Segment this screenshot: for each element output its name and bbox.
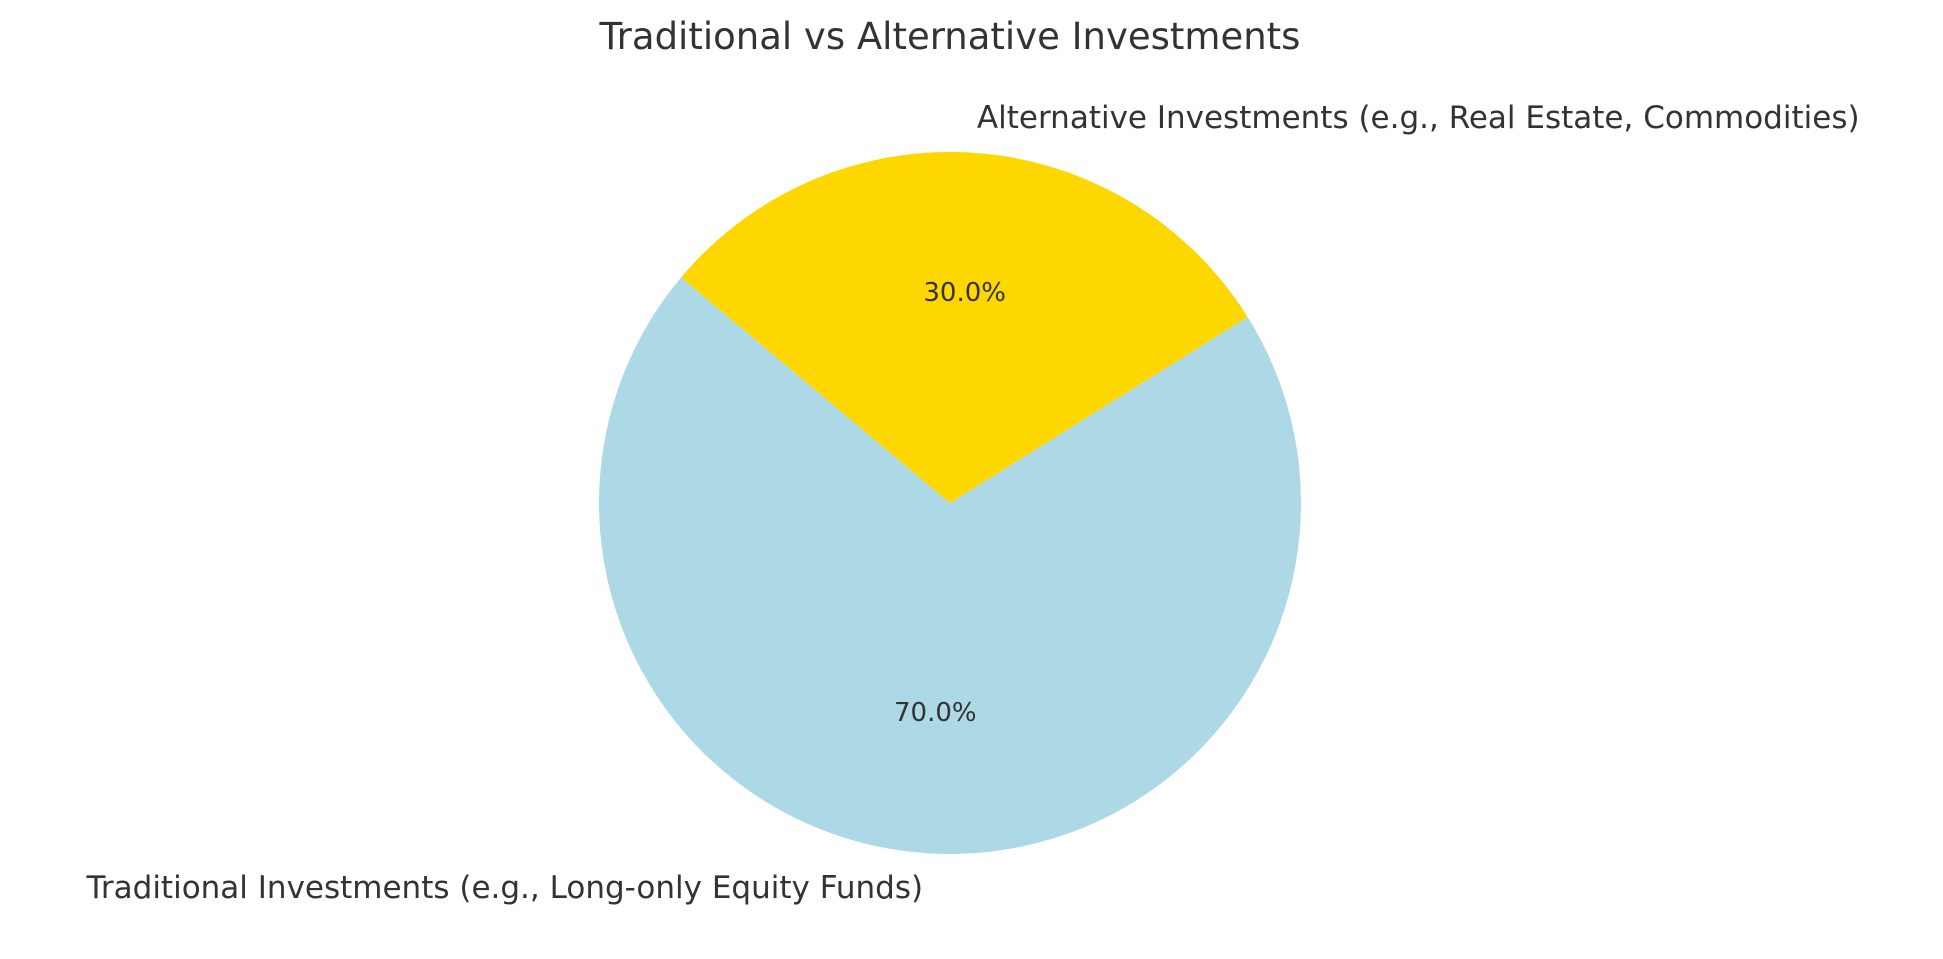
pie-slice-1 [599, 277, 1302, 855]
chart-title: Traditional vs Alternative Investments [599, 15, 1301, 58]
pie-labels: 70.0% Traditional Investments (e.g., Long… [86, 100, 1860, 906]
pie-slice-2 [681, 151, 1248, 503]
pie-slice-label-1: Traditional Investments (e.g., Long-only… [86, 870, 924, 906]
pie-slice-percent-1: 70.0% [894, 698, 977, 728]
pie-slice-label-2: Alternative Investments (e.g., Real Esta… [977, 100, 1860, 136]
pie-slice-percent-2: 30.0% [923, 278, 1006, 308]
pie-slices [599, 151, 1302, 855]
